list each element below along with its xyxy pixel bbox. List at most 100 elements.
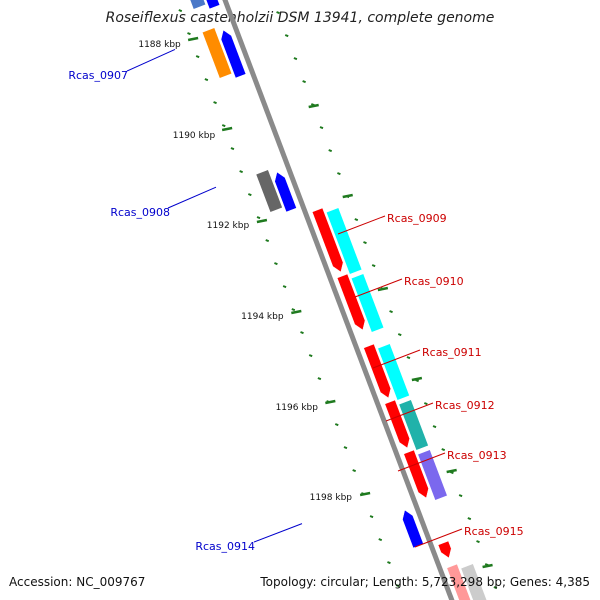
gene-label[interactable]: Rcas_0910 <box>404 275 464 288</box>
accession-text: Accession: NC_009767 <box>9 575 146 589</box>
cog-block[interactable] <box>201 27 233 79</box>
gene-label[interactable]: Rcas_0915 <box>464 525 524 538</box>
tick-mark <box>256 216 261 220</box>
gene-label[interactable]: Rcas_0909 <box>387 212 447 225</box>
gene-label[interactable]: Rcas_0914 <box>195 540 255 553</box>
cog-block[interactable] <box>398 399 429 451</box>
tick-mark <box>302 80 306 84</box>
partial-strand[interactable] <box>203 0 221 10</box>
tick-mark <box>397 333 402 337</box>
major-tick <box>446 468 457 474</box>
tick-mark <box>432 425 437 429</box>
gene-rcas_0911[interactable] <box>363 343 410 401</box>
strand-arrow[interactable] <box>218 28 247 79</box>
tick-track-left <box>178 9 400 588</box>
position-label: 1194 kbp <box>241 312 284 322</box>
tick-mark <box>395 584 400 588</box>
tick-mark <box>493 586 498 590</box>
gene-label[interactable]: Rcas_0912 <box>435 399 495 412</box>
tick-mark <box>300 331 304 335</box>
tick-mark <box>276 11 280 15</box>
label-leader <box>337 215 386 235</box>
tick-mark <box>389 310 393 314</box>
gene-rcas_0907[interactable] <box>201 27 247 79</box>
tick-track-right <box>276 11 498 590</box>
gene-label[interactable]: Rcas_0913 <box>447 449 507 462</box>
tick-mark <box>317 377 322 381</box>
strand-arrow[interactable] <box>336 273 368 332</box>
tick-mark <box>334 423 339 427</box>
major-tick <box>256 218 268 224</box>
tick-mark <box>293 57 298 61</box>
gene-rcas_0913[interactable] <box>403 449 448 501</box>
tick-mark <box>352 469 357 473</box>
gene-label[interactable]: Rcas_0907 <box>68 69 128 82</box>
tick-mark <box>406 356 411 360</box>
label-leaders <box>126 48 463 548</box>
tick-mark <box>230 147 235 151</box>
tick-mark <box>328 149 333 153</box>
strand-arrow[interactable] <box>403 449 432 500</box>
major-tick <box>482 563 493 569</box>
partial-cog[interactable] <box>187 0 207 10</box>
position-label: 1188 kbp <box>138 40 181 50</box>
major-tick <box>359 491 371 497</box>
strand-arrow[interactable] <box>311 207 346 274</box>
major-tick <box>325 399 336 405</box>
gene-label[interactable]: Rcas_0908 <box>110 206 170 219</box>
strand-arrow[interactable] <box>363 343 394 400</box>
tick-mark <box>204 78 209 82</box>
major-tick <box>308 103 319 109</box>
gene-label[interactable]: Rcas_0911 <box>422 346 482 359</box>
tick-mark <box>343 446 348 450</box>
strand-arrow[interactable] <box>384 399 413 450</box>
backbone-line <box>222 0 455 600</box>
gene-rcas_0910[interactable] <box>336 273 385 333</box>
partial-cog[interactable] <box>460 563 488 600</box>
tick-mark <box>284 34 289 38</box>
map-title: Roseiflexus castenholzii DSM 13941, comp… <box>105 10 495 26</box>
label-leader <box>397 452 446 472</box>
cog-block[interactable] <box>255 169 283 213</box>
major-tick <box>342 193 353 199</box>
tick-mark <box>354 218 359 222</box>
gene-rcas_0909[interactable] <box>311 207 363 275</box>
label-leader <box>253 523 303 543</box>
tick-mark <box>441 448 446 452</box>
partial-gene-bottom <box>446 563 488 600</box>
position-label: 1190 kbp <box>173 131 216 141</box>
major-tick <box>291 309 302 315</box>
gene-rcas_0915[interactable] <box>437 540 454 560</box>
tick-mark <box>265 239 270 243</box>
position-label: 1198 kbp <box>310 493 353 503</box>
cog-block[interactable] <box>325 207 363 275</box>
label-leader <box>126 48 176 72</box>
major-tick <box>411 376 423 382</box>
cog-block[interactable] <box>377 343 410 401</box>
position-label: 1196 kbp <box>276 403 319 413</box>
partial-strand[interactable] <box>446 563 472 600</box>
position-label: 1192 kbp <box>207 221 250 231</box>
tick-mark <box>282 285 287 289</box>
tick-mark <box>337 172 341 176</box>
position-labels: 1188 kbp 1190 kbp 1192 kbp 1194 kbp 1196 kbp… <box>138 40 352 503</box>
tick-mark <box>187 32 191 36</box>
tick-mark <box>467 517 472 521</box>
tick-mark <box>274 262 278 266</box>
tick-mark <box>378 538 383 542</box>
strand-arrow[interactable] <box>272 170 297 213</box>
gene-rcas_0912[interactable] <box>384 399 429 451</box>
tick-mark <box>423 402 428 406</box>
tick-mark <box>476 540 480 544</box>
tick-mark <box>308 354 313 358</box>
gene-labels: Rcas_0907 Rcas_0908 Rcas_0909 Rcas_0910 Rcas… <box>68 69 523 553</box>
strand-arrow[interactable] <box>437 540 454 560</box>
gene-rcas_0908[interactable] <box>255 169 297 213</box>
cog-block[interactable] <box>350 273 385 333</box>
tick-mark <box>195 55 200 59</box>
tick-mark <box>291 308 296 312</box>
major-tick <box>377 286 389 292</box>
tick-mark <box>221 124 226 128</box>
cog-block[interactable] <box>417 449 448 501</box>
